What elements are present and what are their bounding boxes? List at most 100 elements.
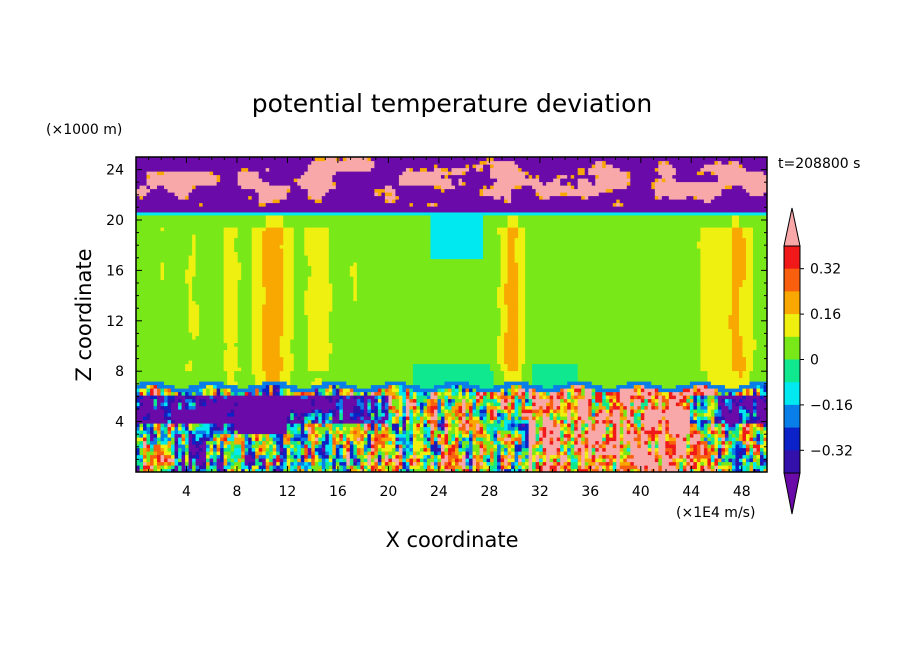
contour-cell (146, 444, 151, 449)
contour-cell (619, 402, 624, 407)
contour-cell (304, 461, 309, 466)
contour-cell (514, 237, 526, 242)
contour-cell (665, 423, 670, 428)
contour-cell (188, 311, 200, 316)
contour-cell (745, 409, 751, 414)
contour-cell (206, 468, 214, 472)
contour-cell (518, 307, 526, 312)
contour-cell (423, 426, 432, 431)
contour-cell (164, 269, 186, 274)
contour-cell (283, 293, 295, 298)
contour-cell (412, 440, 425, 445)
contour-cell (574, 440, 579, 445)
contour-cell (276, 388, 281, 393)
contour-cell (283, 325, 295, 330)
contour-cell (602, 160, 607, 165)
contour-cell (279, 447, 284, 452)
contour-cell (332, 398, 337, 403)
contour-cell (693, 458, 698, 463)
contour-cell (206, 384, 214, 389)
colorbar-tick-label: 0 (810, 353, 819, 369)
contour-cell (377, 402, 382, 407)
contour-cell (581, 388, 586, 393)
contour-cell (398, 395, 404, 400)
contour-cell (756, 468, 761, 472)
contour-cell (609, 468, 614, 472)
contour-cell (602, 437, 607, 442)
contour-cell (237, 325, 253, 330)
contour-cell (560, 174, 568, 179)
contour-cell (752, 258, 767, 263)
contour-cell (483, 426, 488, 431)
contour-cell (433, 423, 439, 428)
contour-cell (700, 272, 733, 277)
contour-cell (574, 447, 579, 452)
contour-cell (227, 458, 232, 463)
contour-cell (661, 409, 666, 414)
contour-cell (150, 384, 155, 389)
contour-cell (658, 398, 663, 403)
contour-cell (304, 311, 330, 316)
contour-cell (444, 395, 449, 400)
contour-cell (353, 454, 358, 459)
contour-cell (283, 444, 288, 449)
contour-cell (157, 433, 162, 438)
contour-cell (437, 402, 442, 407)
contour-cell (507, 444, 512, 449)
contour-cell (332, 384, 337, 389)
contour-cell (738, 391, 744, 396)
contour-cell (497, 290, 505, 295)
contour-cell (546, 433, 561, 438)
contour-cell (297, 458, 302, 463)
contour-cell (311, 384, 330, 389)
contour-cell (405, 451, 411, 456)
contour-cell (433, 468, 439, 472)
contour-cell (349, 461, 354, 466)
contour-cell (644, 405, 649, 410)
contour-cell (328, 248, 432, 253)
contour-cell (630, 419, 635, 424)
contour-cell (192, 283, 225, 288)
contour-cell (444, 437, 449, 442)
contour-cell (300, 391, 305, 396)
contour-cell (244, 461, 249, 466)
contour-cell (560, 437, 565, 442)
contour-cell (539, 405, 544, 410)
contour-cell (465, 423, 470, 428)
contour-cell (451, 423, 460, 428)
contour-cell (714, 426, 719, 431)
contour-cell (731, 230, 744, 235)
contour-cell (514, 258, 526, 263)
contour-cell (300, 423, 305, 428)
contour-cell (500, 251, 509, 256)
contour-cell (265, 290, 284, 295)
contour-cell (311, 195, 323, 200)
contour-cell (560, 416, 568, 421)
contour-cell (384, 402, 389, 407)
contour-cell (693, 195, 698, 200)
contour-cell (616, 426, 621, 431)
contour-cell (321, 451, 326, 456)
contour-cell (136, 307, 190, 312)
contour-cell (721, 398, 726, 403)
contour-cell (195, 241, 225, 246)
contour-cell (752, 251, 767, 256)
contour-cell (293, 412, 298, 417)
colorbar-tick-label: 0.32 (810, 262, 841, 278)
contour-cell (262, 353, 281, 358)
contour-cell (500, 255, 509, 260)
contour-cell (451, 178, 460, 183)
contour-cell (556, 174, 561, 179)
contour-cell (447, 433, 453, 438)
contour-cell (398, 178, 453, 183)
contour-cell (374, 395, 379, 400)
contour-cell (483, 458, 488, 463)
contour-cell (230, 458, 235, 463)
contour-cell (756, 388, 761, 393)
contour-cell (262, 279, 284, 284)
contour-cell (342, 395, 347, 400)
contour-cell (349, 430, 354, 435)
contour-cell (367, 157, 372, 162)
contour-cell (707, 430, 712, 435)
contour-cell (539, 195, 544, 200)
